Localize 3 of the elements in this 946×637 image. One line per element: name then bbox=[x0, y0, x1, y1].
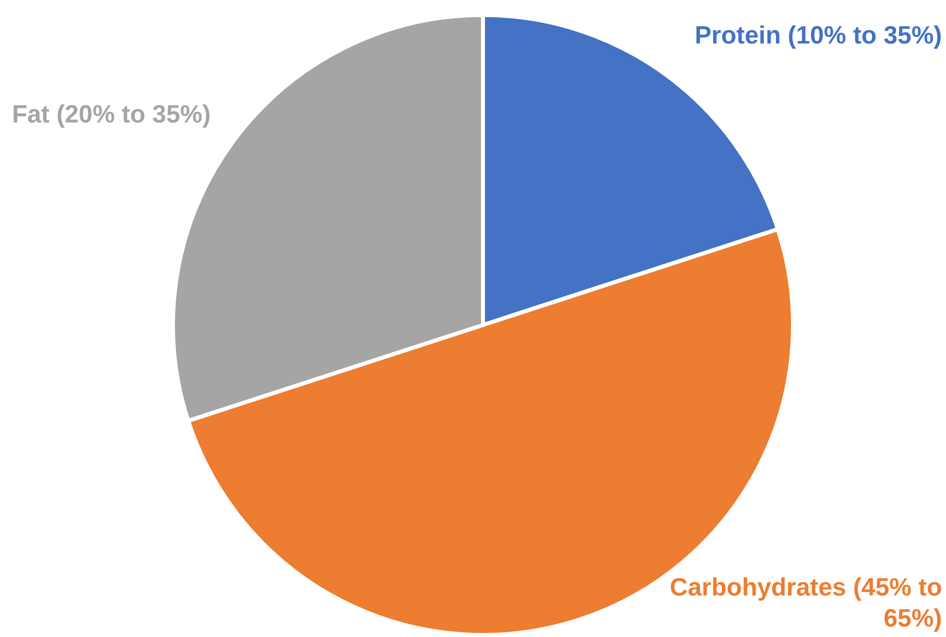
slice-label: Carbohydrates (45% to 65%) bbox=[670, 573, 942, 632]
slice-label: Fat (20% to 35%) bbox=[12, 100, 211, 128]
slice-label: Protein (10% to 35%) bbox=[694, 21, 942, 50]
